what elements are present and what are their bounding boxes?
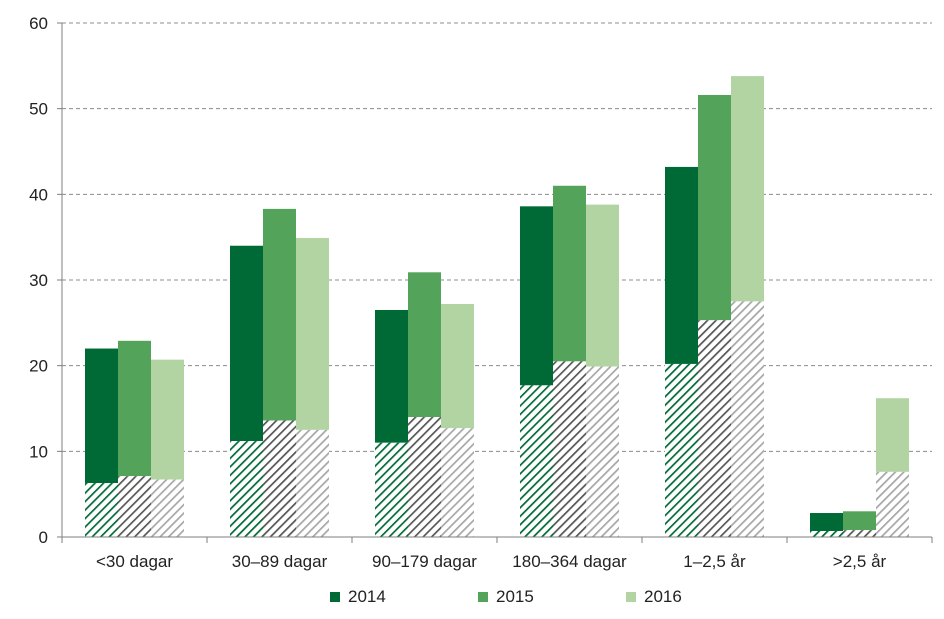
bar-segment-solid — [843, 511, 876, 531]
legend-swatch-2016 — [626, 592, 636, 602]
legend-item-2016: 2016 — [626, 585, 682, 609]
x-tick-label: <30 dagar — [96, 552, 173, 571]
bar-segment-hatched — [810, 531, 843, 537]
bar-segment-solid — [263, 208, 296, 421]
y-tick-label: 40 — [29, 185, 48, 204]
y-tick-label: 60 — [29, 14, 48, 33]
bar-segment-hatched — [408, 417, 441, 537]
gridlines — [62, 22, 932, 452]
y-tick-label: 10 — [29, 442, 48, 461]
x-tick-label: 90–179 dagar — [372, 552, 477, 571]
legend-swatch-2015 — [478, 592, 488, 602]
bars — [85, 76, 909, 537]
y-tick-label: 0 — [39, 528, 48, 547]
y-tick-label: 20 — [29, 357, 48, 376]
legend-item-2014: 2014 — [330, 585, 386, 609]
bar-segment-solid — [731, 76, 764, 302]
bar-segment-hatched — [230, 441, 263, 537]
bar-segment-solid — [520, 206, 553, 386]
bar-segment-solid — [296, 238, 329, 430]
bar-segment-hatched — [520, 385, 553, 537]
bar-segment-solid — [553, 185, 586, 362]
bar-segment-hatched — [441, 428, 474, 537]
legend-swatch-2014 — [330, 592, 340, 602]
bar-segment-hatched — [586, 366, 619, 537]
bar-segment-solid — [408, 272, 441, 418]
bar-segment-hatched — [843, 530, 876, 537]
bar-segment-hatched — [698, 320, 731, 537]
bar-segment-solid — [118, 340, 151, 477]
legend-item-2015: 2015 — [478, 585, 534, 609]
bar-segment-hatched — [665, 363, 698, 537]
bar-segment-hatched — [151, 479, 184, 537]
x-tick-label: 1–2,5 år — [683, 552, 746, 571]
bar-segment-solid — [876, 398, 909, 472]
bar-segment-hatched — [553, 361, 586, 537]
tick-labels: 0 10 20 30 40 50 60 <30 dagar 30–89 dagar 90–179 … — [29, 14, 886, 571]
bar-segment-solid — [586, 204, 619, 367]
bar-segment-solid — [698, 94, 731, 321]
y-tick-label: 50 — [29, 100, 48, 119]
bar-segment-hatched — [85, 483, 118, 537]
legend-label-2015: 2015 — [496, 587, 534, 606]
x-tick-label: 180–364 dagar — [512, 552, 627, 571]
bar-segment-solid — [230, 245, 263, 442]
bar-segment-solid — [85, 348, 118, 484]
x-tick-label: >2,5 år — [833, 552, 887, 571]
bar-segment-hatched — [118, 476, 151, 537]
legend-label-2016: 2016 — [644, 587, 682, 606]
y-tick-label: 30 — [29, 271, 48, 290]
legend-label-2014: 2014 — [348, 587, 386, 606]
legend: 2014 2015 2016 — [0, 585, 944, 609]
bar-segment-solid — [375, 309, 408, 443]
bar-segment-solid — [810, 513, 843, 532]
bar-segment-hatched — [375, 442, 408, 537]
bar-segment-hatched — [731, 301, 764, 537]
bar-segment-hatched — [263, 420, 296, 537]
axes — [57, 22, 933, 543]
x-tick-label: 30–89 dagar — [232, 552, 328, 571]
bar-segment-solid — [151, 359, 184, 480]
bar-segment-hatched — [296, 429, 329, 537]
bar-segment-solid — [665, 166, 698, 364]
bar-segment-solid — [441, 303, 474, 429]
bar-segment-hatched — [876, 471, 909, 537]
